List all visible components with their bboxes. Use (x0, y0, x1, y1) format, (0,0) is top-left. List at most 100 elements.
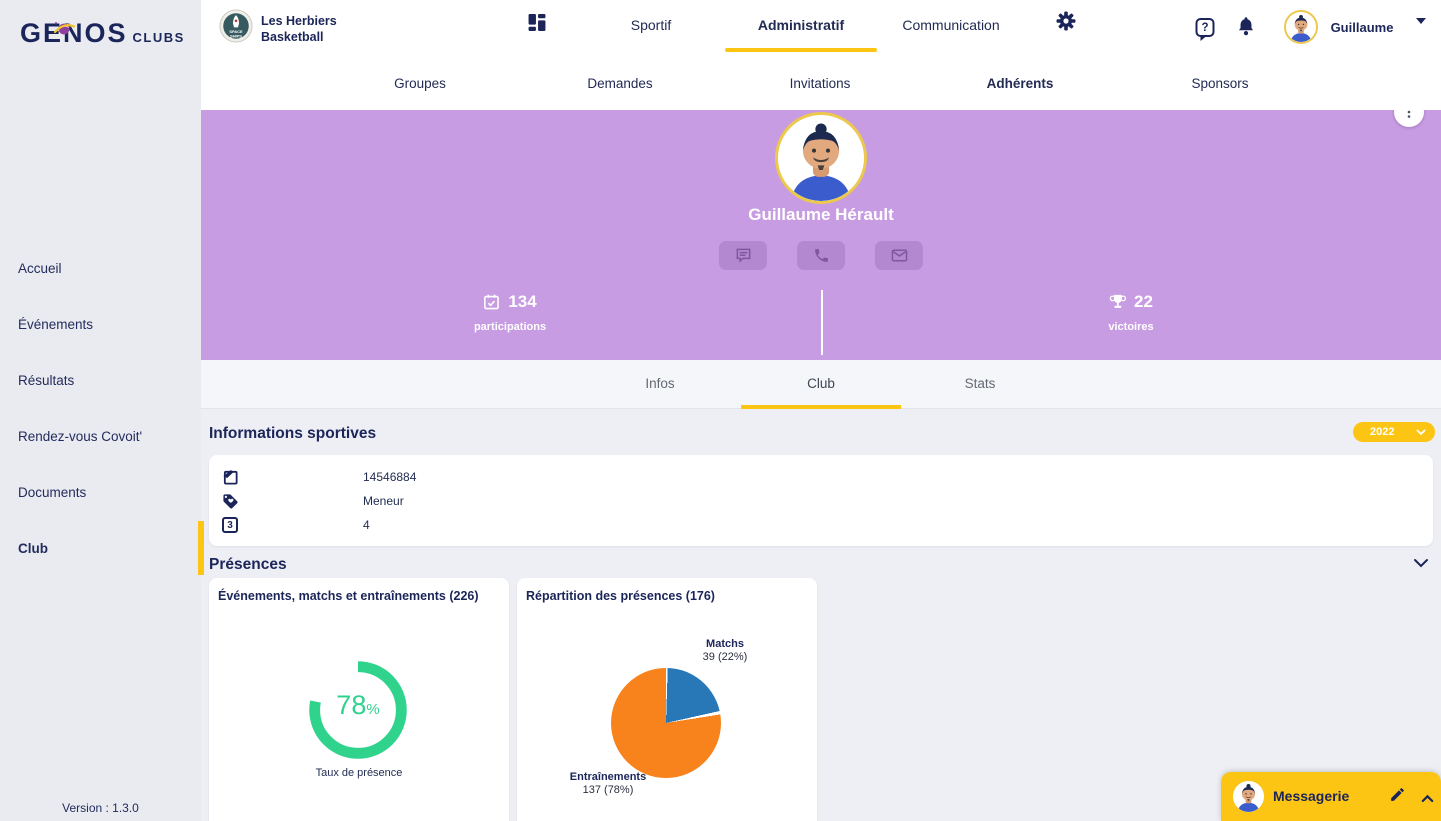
pie-label-matchs: Matchs 39 (22%) (702, 638, 748, 663)
sidebar-nav: Accueil Événements Résultats Rendez-vous… (0, 240, 204, 576)
subtab-label: Groupes (394, 76, 446, 91)
tab-label: Club (807, 376, 835, 391)
mail-icon (891, 249, 907, 262)
tab-communication[interactable]: Communication (902, 17, 999, 33)
stat-label: participations (473, 321, 547, 333)
tab-label: Sportif (630, 17, 672, 33)
member-avatar (775, 112, 867, 204)
sidebar-item-label: Rendez-vous Covoit' (18, 428, 143, 444)
active-tab-underline (741, 405, 901, 409)
chat-icon (736, 248, 750, 263)
subtab-label: Adhérents (986, 76, 1054, 91)
tab-label: Infos (645, 376, 675, 391)
collapse-section-button[interactable] (1413, 555, 1429, 573)
phone-icon (814, 249, 828, 262)
sidebar-item-resultats[interactable]: Résultats (0, 352, 201, 408)
chevron-down-icon[interactable] (1416, 18, 1426, 42)
expand-messenger-button[interactable] (1421, 790, 1434, 808)
club-switcher[interactable]: SPACE SHIPS Les Herbiers Basketball (219, 9, 337, 48)
chart-title: Événements, matchs et entraînements (226… (218, 589, 479, 603)
svg-text:SHIPS: SHIPS (230, 33, 242, 38)
section-title-sport-info: Informations sportives (209, 425, 377, 442)
stat-label: victoires (1108, 321, 1154, 333)
tab-label: Communication (902, 17, 1000, 33)
calendar-check-icon (484, 294, 500, 310)
sidebar-item-covoit[interactable]: Rendez-vous Covoit' (0, 408, 201, 464)
subtab-label: Invitations (789, 76, 851, 91)
member-name: Guillaume Hérault (748, 205, 894, 224)
attendance-rate-card: Événements, matchs et entraînements (226… (209, 578, 509, 821)
subtab-invitations[interactable]: Invitations (790, 76, 851, 91)
tab-label: Administratif (757, 17, 845, 33)
stat-value: 22 (1134, 292, 1153, 311)
chart-title: Répartition des présences (176) (526, 589, 715, 603)
compose-button[interactable] (1389, 786, 1406, 808)
sidebar-item-accueil[interactable]: Accueil (0, 240, 201, 296)
phone-button[interactable] (797, 241, 845, 270)
sidebar-item-label: Accueil (18, 260, 62, 276)
subtab-label: Sponsors (1191, 76, 1249, 91)
help-glyph: ? (1201, 21, 1209, 34)
profile-banner: Guillaume Hérault (201, 97, 1441, 360)
contact-actions (719, 241, 923, 270)
sport-info-card: 14546884 Meneur 3 (209, 455, 1433, 546)
sidebar-item-label: Documents (18, 484, 87, 500)
chat-button[interactable] (719, 241, 767, 270)
sidebar-item-label: Événements (18, 316, 94, 332)
donut-center-value: 78% (336, 690, 380, 720)
stat-victoires: 22 victoires (1108, 292, 1153, 333)
stat-participations: 134 participations (474, 292, 546, 333)
help-icon[interactable]: ? (1195, 18, 1215, 41)
pie-label-entrainements: Entraînements 137 (78%) (569, 771, 647, 796)
main-area: SPACE SHIPS Les Herbiers Basketball Spo (201, 0, 1441, 821)
info-row-license: 14546884 (209, 465, 1433, 489)
club-name: Les Herbiers Basketball (261, 13, 337, 44)
sidebar-item-documents[interactable]: Documents (0, 464, 201, 520)
chevron-down-icon (1416, 429, 1426, 435)
tag-heart-icon (222, 493, 240, 510)
dashboard-grid-icon[interactable] (528, 13, 547, 37)
subtab-label: Demandes (587, 76, 653, 91)
gear-icon[interactable] (1056, 11, 1076, 36)
tab-sportif[interactable]: Sportif (631, 17, 671, 33)
genos-logo: GENOS CLUBS (20, 18, 185, 49)
profile-tab-infos[interactable]: Infos (645, 376, 674, 391)
content-area: Informations sportives 2022 14546884 (201, 409, 1441, 821)
presence-pie (611, 668, 721, 778)
profile-tab-stats[interactable]: Stats (965, 376, 996, 391)
basketball-swoosh-icon (53, 20, 76, 42)
section-title-presences: Présences (209, 556, 287, 573)
subtab-adherents[interactable]: Adhérents (987, 76, 1054, 91)
profile-tabs: Infos Club Stats (201, 360, 1441, 409)
jersey-value: 4 (363, 518, 370, 532)
subtab-sponsors[interactable]: Sponsors (1191, 76, 1248, 91)
sidebar-item-club[interactable]: Club (0, 520, 204, 576)
bell-icon[interactable] (1237, 16, 1256, 42)
active-tab-underline (725, 48, 877, 52)
position-value: Meneur (363, 494, 404, 508)
subtab-groupes[interactable]: Groupes (394, 76, 446, 91)
logo-text: GENOS (20, 18, 128, 48)
tab-administratif[interactable]: Administratif (758, 17, 844, 33)
chevron-up-icon (1421, 794, 1434, 803)
user-avatar[interactable] (1284, 10, 1318, 44)
stat-value: 134 (508, 292, 537, 311)
subtab-demandes[interactable]: Demandes (587, 76, 652, 91)
attendance-donut-chart: 78% (308, 660, 408, 760)
chevron-down-icon (1414, 559, 1428, 568)
donut-caption: Taux de présence (315, 767, 403, 779)
attendance-split-card: Répartition des présences (176) Matchs 3… (517, 578, 817, 821)
tab-label: Stats (964, 376, 996, 391)
pencil-icon (1391, 788, 1404, 801)
license-number: 14546884 (363, 470, 417, 484)
license-icon (222, 469, 240, 486)
profile-tab-club[interactable]: Club (807, 376, 835, 391)
messenger-bar[interactable]: Messagerie (1221, 772, 1441, 821)
top-header: SPACE SHIPS Les Herbiers Basketball Spo (201, 0, 1441, 110)
sidebar-item-evenements[interactable]: Événements (0, 296, 201, 352)
sidebar-item-label: Résultats (18, 372, 75, 388)
user-name[interactable]: Guillaume (1330, 20, 1394, 35)
sidebar: GENOS CLUBS Accueil Événements Résultats … (0, 0, 204, 821)
year-selector[interactable]: 2022 (1353, 422, 1435, 442)
mail-button[interactable] (875, 241, 923, 270)
